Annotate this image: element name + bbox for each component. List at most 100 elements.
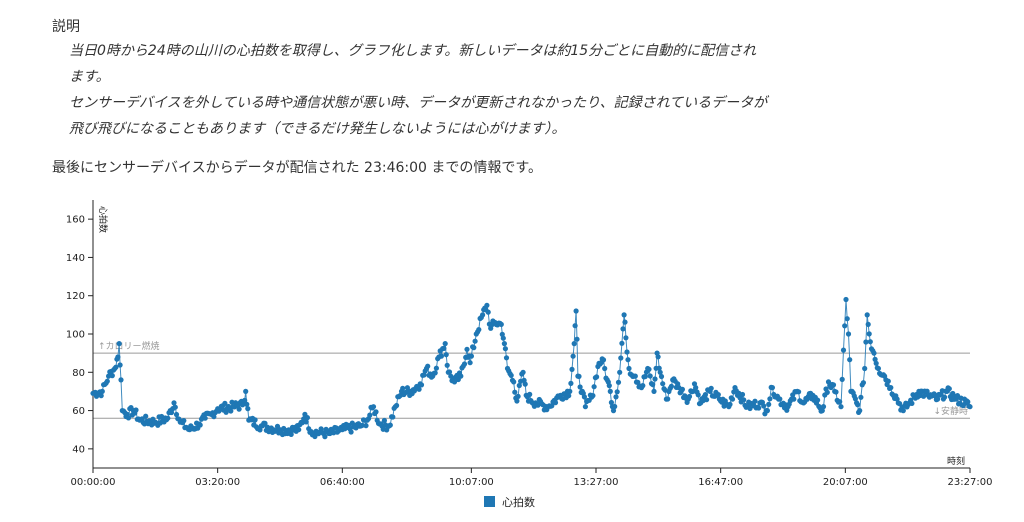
data-point — [236, 406, 242, 412]
data-point — [109, 373, 115, 379]
data-point — [764, 408, 771, 414]
data-point — [625, 357, 631, 363]
x-tick-label: 06:40:00 — [320, 477, 365, 488]
data-point — [844, 316, 850, 322]
y-tick-label: 100 — [66, 330, 85, 341]
data-point — [573, 308, 579, 314]
data-point — [98, 393, 104, 399]
y-tick-label: 140 — [66, 253, 85, 264]
data-point — [747, 405, 753, 412]
data-point — [262, 420, 268, 426]
legend-swatch — [484, 496, 495, 507]
data-point — [885, 378, 891, 384]
x-axis-title: 時刻 — [947, 455, 965, 467]
data-point — [501, 341, 507, 347]
data-point — [665, 396, 671, 402]
data-point — [387, 422, 393, 428]
data-point — [715, 392, 721, 398]
data-point — [433, 365, 439, 371]
data-point — [600, 357, 607, 363]
data-point — [243, 388, 249, 394]
data-point — [571, 341, 577, 347]
data-point — [296, 427, 302, 433]
data-point — [695, 392, 701, 398]
y-tick-label: 160 — [66, 215, 85, 226]
data-point — [852, 396, 859, 402]
data-point — [438, 353, 444, 359]
data-point — [471, 345, 477, 351]
description-body: 当日0時から24時の山川の心拍数を取得し、グラフ化します。新しいデータは約15分… — [69, 38, 1012, 142]
series-line — [92, 299, 971, 439]
data-point — [549, 403, 555, 409]
legend: 心拍数 — [484, 495, 535, 509]
data-point — [612, 403, 618, 410]
data-point — [373, 409, 379, 415]
data-point — [303, 419, 309, 425]
data-point — [862, 365, 868, 372]
data-point — [498, 321, 504, 327]
data-point — [442, 341, 448, 347]
data-point — [847, 357, 853, 363]
data-point — [833, 389, 839, 395]
y-axis: 40 60 80 100 120 140 160 — [66, 200, 94, 468]
legend-label: 心拍数 — [502, 495, 535, 509]
data-point — [867, 339, 873, 345]
data-point — [888, 385, 894, 391]
data-point — [118, 377, 124, 383]
data-point — [657, 369, 663, 375]
data-point — [647, 373, 653, 379]
data-point — [522, 381, 528, 387]
data-point — [752, 398, 758, 404]
data-point — [591, 384, 597, 390]
data-point — [656, 365, 662, 371]
data-point — [480, 312, 486, 318]
x-tick-label: 16:47:00 — [698, 477, 743, 488]
last-update-time: 23:46:00 — [364, 160, 427, 176]
data-point — [791, 396, 797, 402]
data-point — [242, 397, 248, 403]
data-point — [228, 408, 234, 414]
data-point — [458, 373, 464, 379]
data-point — [566, 393, 572, 399]
data-point — [139, 416, 145, 422]
data-point — [416, 386, 422, 392]
data-point — [875, 365, 882, 372]
description-line-1: 当日0時から24時の山川の心拍数を取得し、グラフ化します。新しいデータは約15分… — [69, 43, 757, 85]
y-tick-label: 80 — [72, 368, 85, 379]
data-point — [511, 379, 517, 385]
data-point — [761, 403, 767, 409]
data-point — [873, 360, 879, 366]
data-point — [581, 394, 588, 400]
data-point — [965, 399, 971, 405]
data-point — [864, 312, 870, 318]
data-point — [642, 373, 648, 380]
data-point — [418, 382, 425, 388]
data-point — [668, 383, 675, 389]
y-tick-label: 40 — [72, 444, 85, 455]
series-path — [92, 299, 971, 439]
data-point — [871, 350, 877, 356]
data-point — [651, 388, 657, 394]
data-point — [172, 404, 178, 410]
data-point — [900, 408, 906, 414]
data-point — [443, 352, 449, 358]
data-point — [658, 373, 665, 380]
data-point — [845, 331, 852, 337]
data-point — [222, 400, 228, 406]
data-point — [652, 376, 658, 382]
data-point — [777, 396, 783, 402]
data-point — [621, 312, 627, 318]
reference-lines: ↑カロリー燃焼 ↓安静時 — [93, 340, 970, 419]
data-point — [476, 327, 482, 333]
data-point — [577, 384, 583, 390]
data-point — [421, 372, 427, 378]
data-point — [646, 366, 652, 372]
data-point — [866, 331, 872, 337]
data-point — [650, 381, 656, 388]
data-point — [860, 380, 867, 386]
data-point — [704, 397, 710, 403]
y-tick-label: 120 — [66, 291, 85, 302]
x-tick-label: 10:07:00 — [449, 477, 494, 488]
data-point — [897, 401, 903, 407]
data-point — [390, 414, 396, 420]
